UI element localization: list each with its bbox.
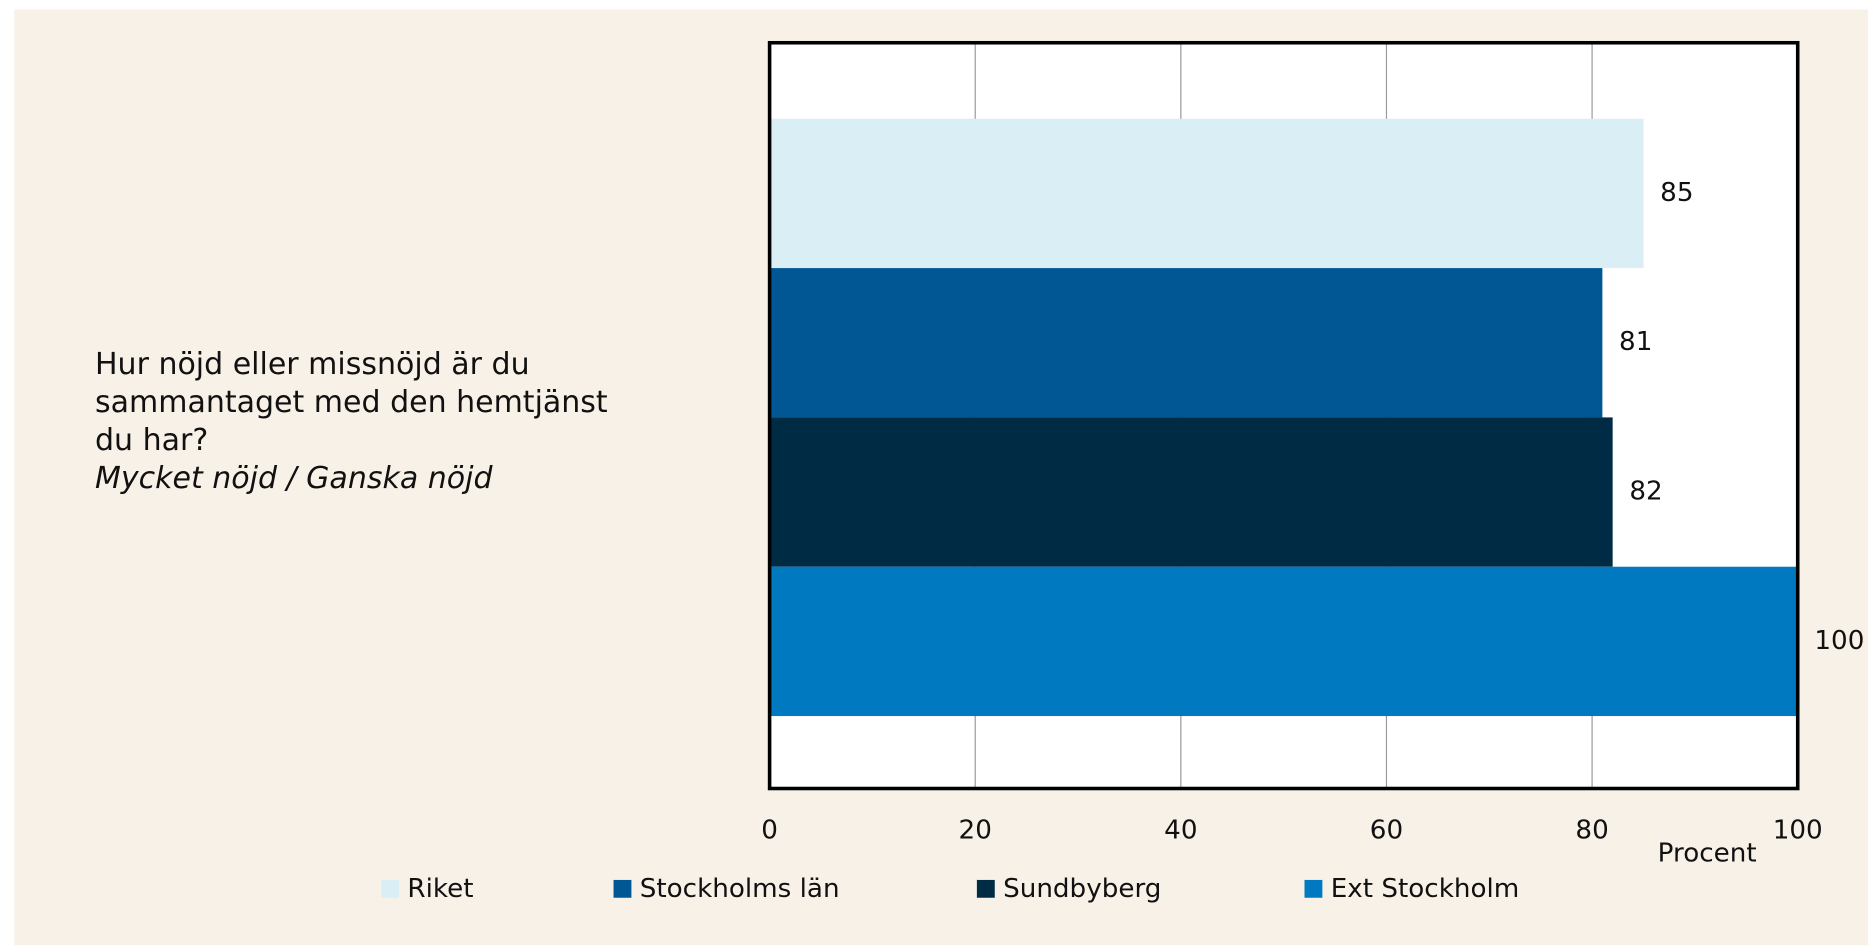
x-tick-label: 80 [1575,816,1608,846]
legend-swatch [976,879,995,898]
question-text: Hur nöjd eller missnöjd är du sammantage… [95,347,608,458]
data-label: 100 [1814,626,1864,656]
legend-swatch [613,879,632,898]
x-tick-label: 20 [959,816,992,846]
legend-label: Ext Stockholm [1331,874,1520,904]
bar [769,118,1644,269]
legend-swatch [381,879,400,898]
x-axis-label: Procent [1658,838,1757,868]
data-label: 85 [1660,178,1693,208]
legend-label: Sundbyberg [1003,874,1161,904]
x-tick-label: 100 [1773,816,1823,846]
legend-label: Stockholms län [640,874,840,904]
data-label: 81 [1619,327,1652,357]
bar [769,417,1613,567]
legend-swatch [1304,879,1323,898]
data-label: 82 [1629,477,1662,507]
category-label: Hur nöjd eller missnöjd är du sammantage… [95,346,655,498]
x-tick-label: 40 [1164,816,1197,846]
bar [769,268,1603,418]
subtitle: Mycket nöjd / Ganska nöjd [95,461,493,496]
x-tick-label: 60 [1370,816,1403,846]
bar [769,566,1798,717]
legend-label: Riket [407,874,473,904]
x-tick-label: 0 [761,816,778,846]
plot-border [767,40,1800,791]
